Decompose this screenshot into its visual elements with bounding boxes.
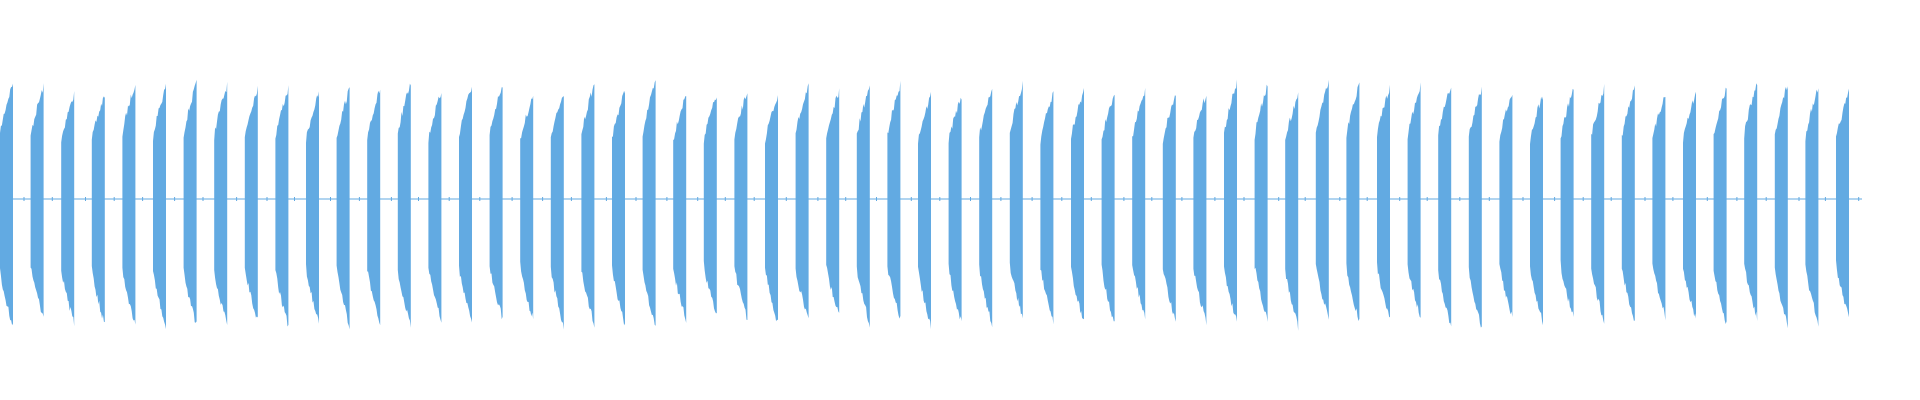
wave-burst <box>1009 80 1023 319</box>
wave-burst <box>1713 87 1727 324</box>
wave-burst <box>153 83 166 330</box>
wave-burst <box>397 83 411 328</box>
wave-burst <box>183 79 197 323</box>
wave-burst <box>734 93 748 320</box>
wave-burst <box>979 88 993 328</box>
wave-burst <box>1224 79 1237 322</box>
wave-burst <box>1377 84 1390 318</box>
wave-burst <box>887 80 901 319</box>
wave-burst <box>1683 91 1696 319</box>
wave-burst <box>948 97 962 322</box>
wave-burst <box>1591 83 1605 324</box>
wave-burst <box>1805 88 1819 327</box>
wave-burst <box>275 85 289 327</box>
wave-burst <box>91 96 105 323</box>
wave-burst <box>1621 85 1635 321</box>
wave-burst <box>1346 82 1360 322</box>
wave-burst <box>1438 87 1452 327</box>
wave-burst <box>1101 94 1115 322</box>
wave-burst <box>1315 79 1329 320</box>
wave-burst <box>61 91 75 327</box>
wave-burst <box>612 90 625 326</box>
wave-burst <box>367 89 381 326</box>
wave-burst <box>581 84 595 328</box>
wave-burst <box>550 96 564 330</box>
wave-burst <box>336 87 350 330</box>
wave-burst <box>122 84 136 325</box>
wave-burst <box>1530 96 1543 326</box>
wave-burst <box>459 86 472 323</box>
wave-burst <box>1040 91 1054 325</box>
wave-burst <box>306 91 319 324</box>
wave-burst <box>1285 92 1299 331</box>
wave-burst <box>856 85 870 328</box>
wave-burst <box>0 83 13 326</box>
wave-burst <box>1499 94 1513 318</box>
wave-burst <box>1254 84 1268 322</box>
wave-burst <box>428 93 442 323</box>
wave-burst <box>1193 95 1207 326</box>
wave-burst <box>1744 83 1758 321</box>
wave-burst <box>1468 86 1482 328</box>
wave-burst <box>1560 88 1574 318</box>
wave-burst <box>1071 88 1084 320</box>
wave-burst <box>795 83 809 319</box>
wave-burst <box>30 83 44 317</box>
wave-burst <box>244 85 258 318</box>
wave-burst <box>1836 88 1849 318</box>
wave-burst <box>642 80 656 326</box>
wave-burst <box>489 87 503 320</box>
wave-burst <box>1132 87 1146 320</box>
wave-burst <box>765 95 778 322</box>
wave-burst <box>918 91 931 330</box>
wave-burst <box>703 97 717 314</box>
wave-burst <box>1774 86 1788 329</box>
wave-burst <box>1407 82 1421 318</box>
wave-burst <box>214 81 228 325</box>
wave-burst <box>826 88 840 313</box>
wave-burst <box>1162 95 1176 322</box>
wave-burst <box>673 96 687 323</box>
wave-burst <box>1652 97 1666 321</box>
wave-burst <box>520 95 534 320</box>
